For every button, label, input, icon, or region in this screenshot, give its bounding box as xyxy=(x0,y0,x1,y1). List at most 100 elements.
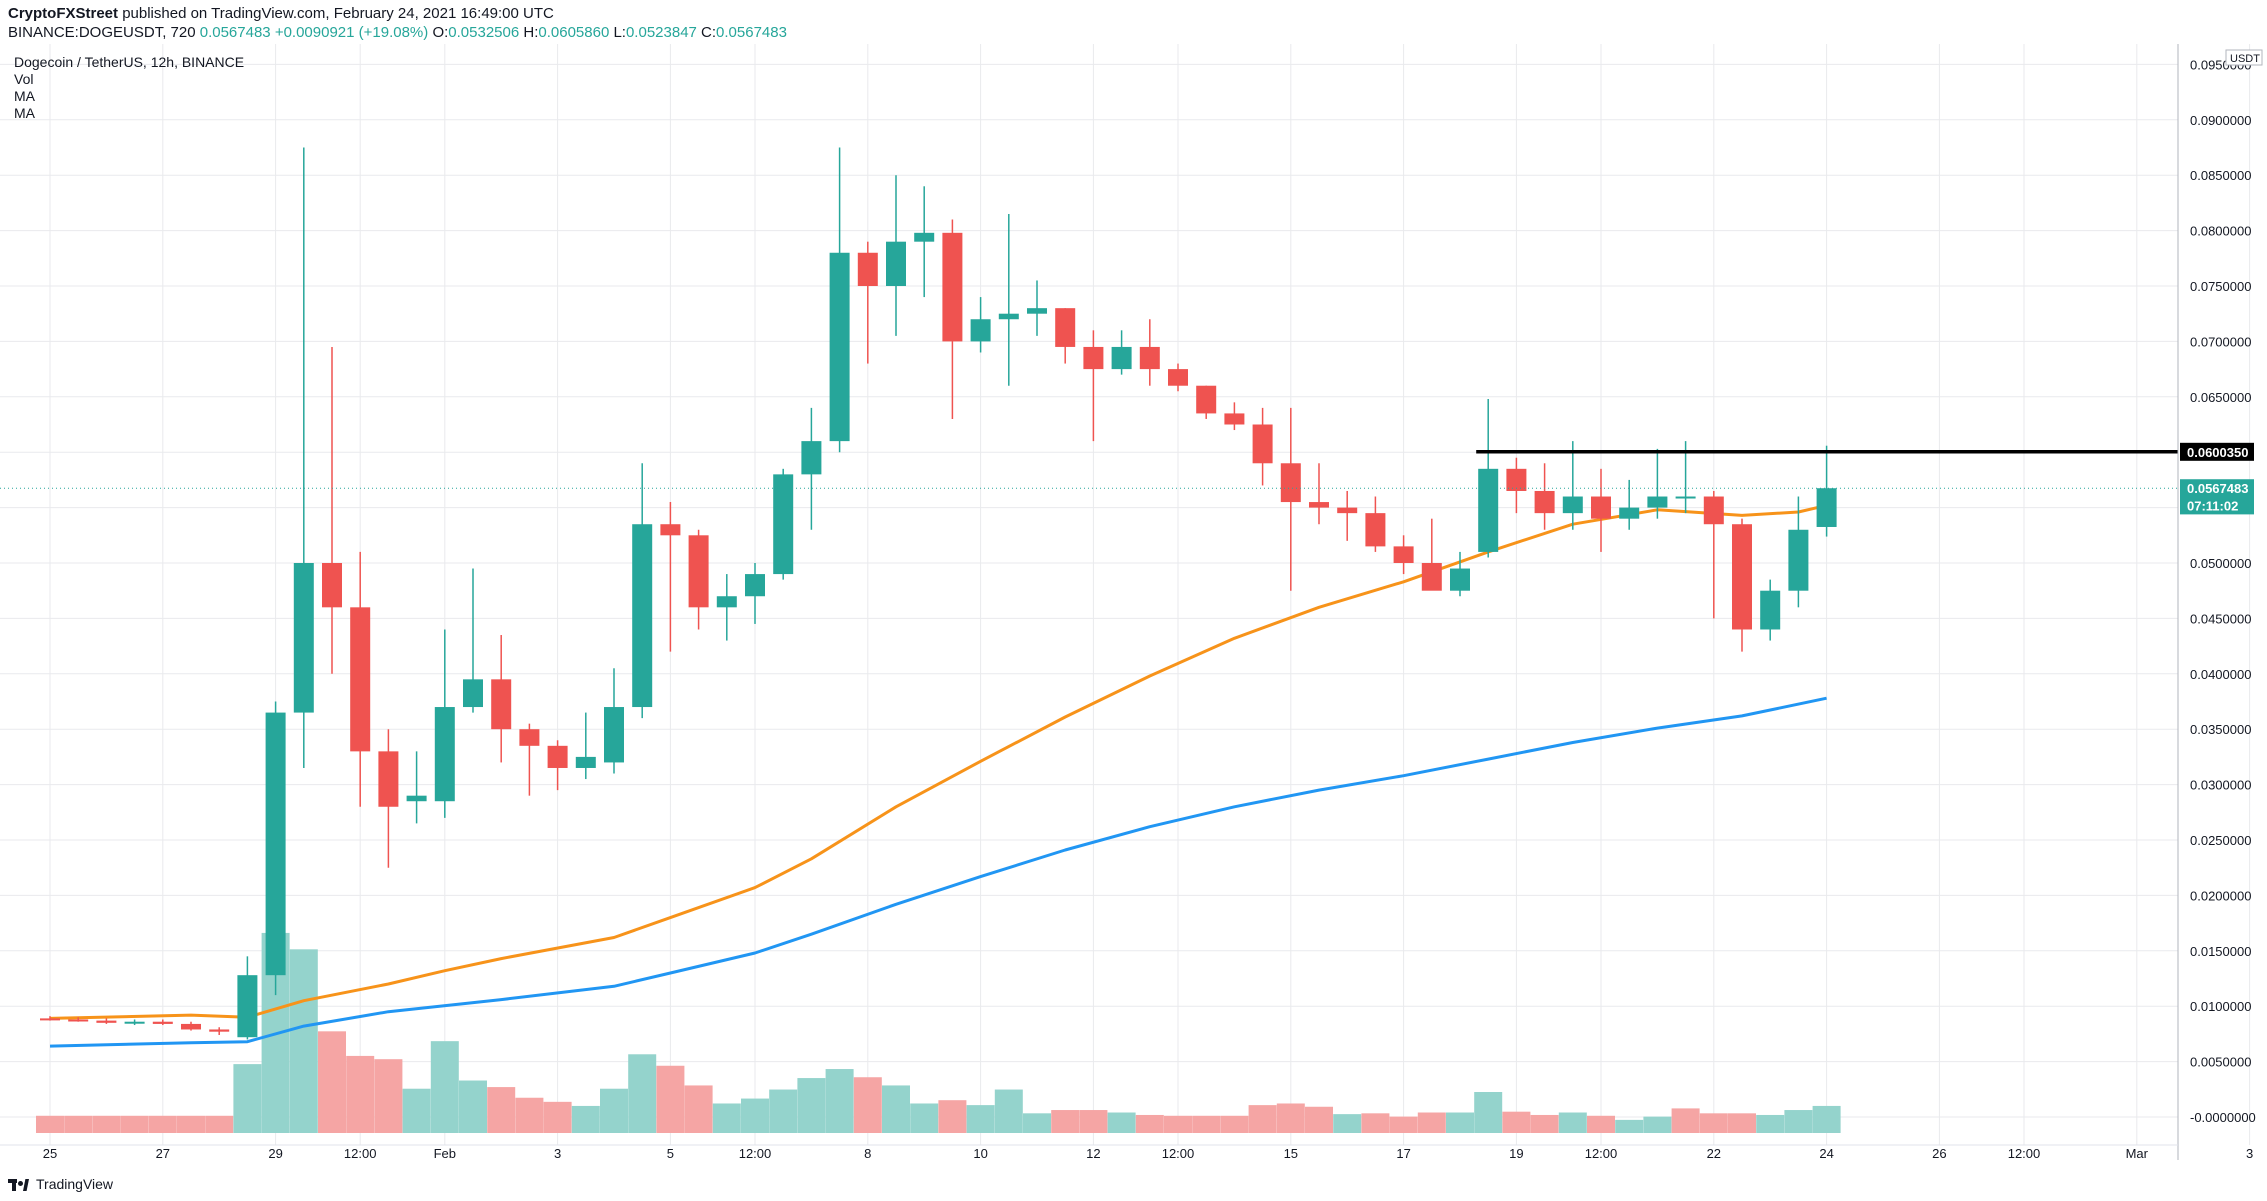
x-tick-label: 15 xyxy=(1284,1146,1298,1161)
candle xyxy=(406,751,427,824)
unit-label: USDT xyxy=(2230,53,2260,65)
volume-bar xyxy=(1051,1110,1080,1133)
close-value: 0.0567483 xyxy=(716,24,787,41)
candle-body xyxy=(1365,513,1386,547)
volume-bar xyxy=(825,1069,854,1133)
candle-body xyxy=(124,1021,145,1024)
candle xyxy=(829,147,850,453)
price-label-box xyxy=(2180,496,2254,515)
candle xyxy=(575,712,596,780)
volume-bar xyxy=(1558,1112,1587,1133)
volume-bar xyxy=(205,1115,234,1133)
candle-body xyxy=(434,707,455,802)
candle xyxy=(152,1019,173,1026)
candle-body xyxy=(1309,502,1329,508)
x-tick-label: 12:00 xyxy=(739,1146,772,1161)
price-label-box xyxy=(2180,442,2254,461)
low-label: L: xyxy=(613,24,626,41)
x-tick-label: 24 xyxy=(1819,1146,1833,1161)
volume-bar xyxy=(1220,1115,1249,1133)
tradingview-brand[interactable]: TradingView xyxy=(8,1176,113,1192)
volume-bar xyxy=(1389,1116,1418,1133)
candle-body xyxy=(1055,308,1076,347)
candle xyxy=(96,1018,117,1024)
volume-bar xyxy=(1164,1115,1192,1133)
volume-bar xyxy=(1530,1114,1559,1133)
x-tick-label: 10 xyxy=(973,1146,987,1161)
volume-bar xyxy=(600,1088,628,1133)
candle-body xyxy=(1760,590,1781,630)
legend-vol[interactable]: Vol xyxy=(14,71,34,87)
volume-bar xyxy=(1276,1103,1305,1133)
volume-bar xyxy=(882,1085,910,1133)
volume-bar xyxy=(148,1115,177,1133)
candles xyxy=(40,147,1837,1040)
candle-body xyxy=(96,1020,117,1023)
candle xyxy=(914,186,935,298)
candle xyxy=(745,563,765,624)
candle-body xyxy=(886,241,906,286)
candle-body xyxy=(463,679,483,708)
volume-bar xyxy=(1135,1114,1164,1133)
volume-bar xyxy=(543,1101,572,1133)
candle-body xyxy=(1421,563,1442,591)
candle-body xyxy=(406,795,427,802)
volume-bar xyxy=(402,1088,431,1133)
unit-box xyxy=(2225,49,2263,66)
candle-body xyxy=(1139,346,1160,370)
volume-bar xyxy=(177,1115,205,1133)
candle-body xyxy=(209,1029,230,1032)
candle xyxy=(1450,551,1470,597)
volume-bar xyxy=(64,1115,93,1133)
volume-bar xyxy=(1643,1116,1672,1133)
x-tick-label: 12:00 xyxy=(1585,1146,1618,1161)
candle-body xyxy=(1252,424,1273,464)
candle-body xyxy=(914,232,935,242)
last-price: 0.0567483 xyxy=(199,24,271,41)
volume-bar xyxy=(346,1055,375,1133)
candle xyxy=(237,956,258,1040)
candle-body xyxy=(1816,488,1837,527)
candle-body xyxy=(1591,496,1611,519)
candle-body xyxy=(1083,346,1104,370)
volume-bar xyxy=(1305,1106,1333,1133)
candle-body xyxy=(378,751,399,807)
volume-bar xyxy=(459,1080,487,1133)
candle xyxy=(1421,518,1442,591)
volume-bar xyxy=(1728,1113,1756,1133)
brand-label: TradingView xyxy=(36,1176,114,1192)
legend-title[interactable]: Dogecoin / TetherUS, 12h, BINANCE xyxy=(14,54,245,70)
legend-ma-short[interactable]: MA xyxy=(14,88,35,104)
y-tick-label: 0.0850000 xyxy=(2190,168,2251,183)
candle xyxy=(1337,490,1358,541)
candle xyxy=(942,219,963,419)
candle xyxy=(181,1021,201,1031)
candle xyxy=(378,729,399,868)
candle xyxy=(1506,457,1527,514)
candle-body xyxy=(970,319,991,342)
candle-body xyxy=(1393,546,1414,563)
legend-ma-long[interactable]: MA xyxy=(14,105,35,121)
candle-body xyxy=(688,535,709,608)
x-tick-label: 26 xyxy=(1932,1146,1946,1161)
volume-bar xyxy=(233,1064,262,1133)
candle xyxy=(604,668,624,774)
y-tick-label: 0.0450000 xyxy=(2190,611,2251,626)
y-tick-label: 0.0400000 xyxy=(2190,667,2251,682)
candle xyxy=(801,407,822,530)
candle xyxy=(1534,463,1555,530)
candle xyxy=(1788,496,1809,608)
candle-body xyxy=(322,563,342,608)
volume-bar xyxy=(374,1059,403,1133)
candle-body xyxy=(716,596,737,608)
open-value: 0.0532506 xyxy=(448,24,520,41)
x-tick-label: Feb xyxy=(434,1146,456,1161)
candle-body xyxy=(1280,463,1301,503)
candle-body xyxy=(491,679,512,730)
volume-bar xyxy=(36,1115,64,1133)
candle-body xyxy=(1562,496,1583,514)
volume-bar xyxy=(430,1041,459,1133)
y-tick-label: 0.0100000 xyxy=(2190,999,2251,1014)
publisher-name[interactable]: CryptoFXStreet xyxy=(8,5,119,22)
